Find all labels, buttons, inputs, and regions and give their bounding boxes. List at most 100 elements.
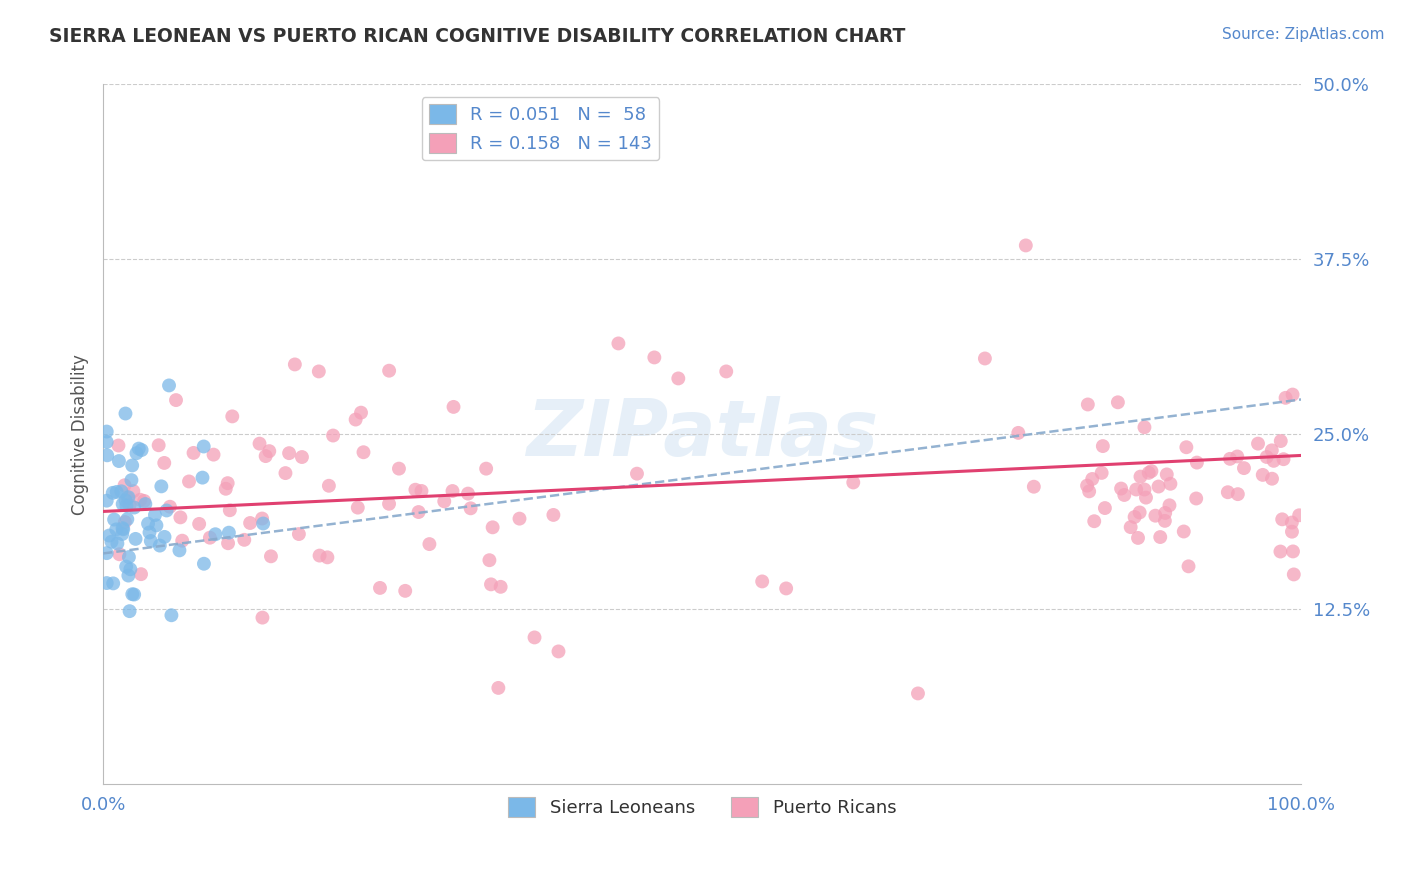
Point (114, 493, 136, 508)
Point (974, 351, 997, 366)
Point (907, 686, 929, 700)
Point (1175, 440, 1198, 454)
Point (153, 456, 176, 470)
Point (1271, 512, 1294, 526)
Point (489, 580, 512, 594)
Point (1133, 483, 1156, 497)
Point (1107, 395, 1129, 409)
Point (368, 581, 391, 595)
Point (169, 510, 191, 524)
Point (134, 494, 156, 508)
Point (486, 681, 509, 695)
Point (191, 470, 214, 484)
Point (153, 530, 176, 544)
Point (1261, 443, 1284, 458)
Point (1173, 524, 1195, 539)
Point (1185, 491, 1208, 506)
Point (378, 497, 401, 511)
Point (418, 537, 440, 551)
Point (1261, 472, 1284, 486)
Point (1153, 514, 1175, 528)
Point (308, 549, 330, 563)
Point (1091, 466, 1114, 480)
Point (129, 567, 152, 582)
Point (96, 546, 118, 560)
Point (129, 492, 152, 507)
Text: Source: ZipAtlas.com: Source: ZipAtlas.com (1222, 27, 1385, 42)
Point (1226, 450, 1249, 464)
Point (478, 553, 501, 567)
Point (716, 364, 738, 378)
Point (1156, 467, 1178, 482)
Point (118, 604, 141, 618)
Point (96, 434, 118, 449)
Point (156, 503, 179, 517)
Point (543, 508, 565, 522)
Point (105, 484, 128, 499)
Point (103, 512, 125, 526)
Point (1140, 464, 1163, 478)
Point (202, 448, 225, 462)
Point (1247, 436, 1270, 450)
Point (252, 516, 274, 531)
Point (1091, 439, 1114, 453)
Point (408, 505, 430, 519)
Point (1272, 452, 1295, 467)
Point (1177, 559, 1199, 574)
Point (260, 549, 283, 564)
Point (1135, 491, 1157, 505)
Point (169, 543, 191, 558)
Text: SIERRA LEONEAN VS PUERTO RICAN COGNITIVE DISABILITY CORRELATION CHART: SIERRA LEONEAN VS PUERTO RICAN COGNITIVE… (49, 27, 905, 45)
Point (1251, 467, 1274, 482)
Point (259, 444, 281, 458)
Point (218, 525, 240, 540)
Point (193, 557, 215, 571)
Point (666, 371, 689, 385)
Point (291, 450, 314, 464)
Point (1109, 482, 1132, 496)
Point (457, 486, 479, 500)
Point (607, 336, 630, 351)
Point (139, 533, 162, 548)
Point (120, 473, 142, 487)
Point (117, 491, 139, 505)
Point (254, 449, 277, 463)
Point (134, 497, 156, 511)
Point (105, 522, 128, 536)
Point (278, 446, 301, 460)
Point (1022, 480, 1045, 494)
Point (198, 531, 221, 545)
Point (218, 503, 240, 517)
Point (475, 461, 498, 475)
Point (1270, 434, 1292, 448)
Point (96, 576, 118, 591)
Y-axis label: Cognitive Disability: Cognitive Disability (72, 354, 89, 515)
Point (160, 608, 183, 623)
Point (172, 533, 194, 548)
Point (110, 484, 132, 499)
Point (117, 568, 139, 582)
Point (112, 522, 135, 536)
Point (98, 528, 121, 542)
Point (1125, 483, 1147, 497)
Point (111, 527, 134, 541)
Point (1126, 531, 1149, 545)
Point (481, 520, 503, 534)
Point (1077, 397, 1099, 411)
Point (107, 438, 129, 452)
Point (1129, 506, 1152, 520)
Point (138, 525, 160, 540)
Point (148, 438, 170, 452)
Point (217, 476, 239, 491)
Point (193, 440, 215, 454)
Point (114, 478, 136, 492)
Point (1078, 484, 1101, 499)
Point (105, 536, 128, 550)
Point (1256, 450, 1278, 464)
Point (233, 533, 256, 547)
Point (344, 412, 367, 426)
Point (308, 364, 330, 378)
Point (143, 508, 166, 522)
Point (1081, 472, 1104, 486)
Point (441, 483, 464, 498)
